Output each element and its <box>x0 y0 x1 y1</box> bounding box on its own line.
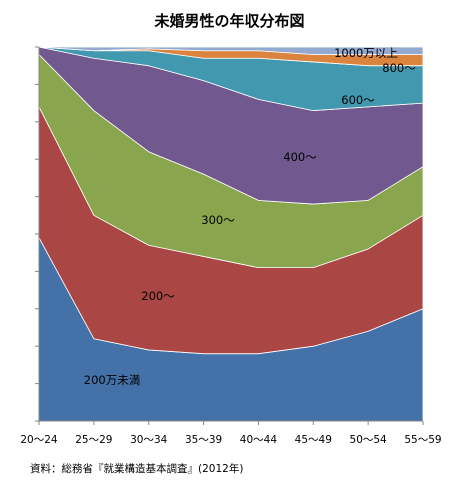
series-label-0: 200万未満 <box>84 373 140 387</box>
series-label-1: 200〜 <box>141 289 175 303</box>
x-tick-label-4: 40〜44 <box>240 434 278 446</box>
series-label-3: 400〜 <box>283 150 317 164</box>
x-tick-labels: 20〜24 25〜29 30〜34 35〜39 40〜44 45〜49 50〜54 55〜59 <box>20 434 441 446</box>
source-note: 資料：総務省『就業構造基本調査』(2012年) <box>30 462 243 475</box>
axes <box>35 46 424 425</box>
chart-title: 未婚男性の年収分布図 <box>153 12 304 30</box>
plot-area <box>38 46 424 422</box>
series-label-6: 1000万以上 <box>334 46 398 60</box>
x-tick-label-0: 20〜24 <box>20 434 58 446</box>
x-tick-label-2: 30〜34 <box>130 434 168 446</box>
series-label-2: 300〜 <box>201 213 235 227</box>
x-tick-label-7: 55〜59 <box>404 434 441 446</box>
x-tick-label-3: 35〜39 <box>185 434 222 446</box>
area-series-6 <box>38 46 424 55</box>
x-tick-label-1: 25〜29 <box>75 434 112 446</box>
series-label-5: 800〜 <box>382 61 416 75</box>
x-tick-label-6: 50〜54 <box>350 434 388 446</box>
x-tick-label-5: 45〜49 <box>295 434 332 446</box>
series-labels: 200万未満 200〜 300〜 400〜 600〜 800〜1000万以上 <box>84 46 416 387</box>
series-label-4: 600〜 <box>341 93 375 107</box>
